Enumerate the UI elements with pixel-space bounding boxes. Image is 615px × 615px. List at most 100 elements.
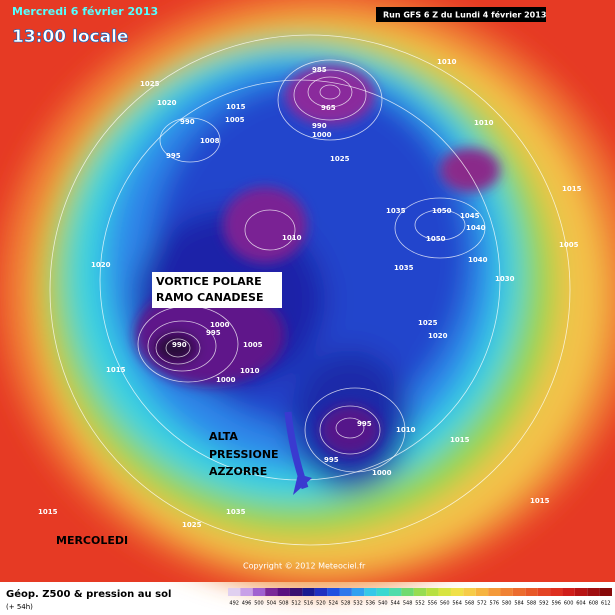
scale-label: 500	[254, 601, 264, 607]
isobar-label: 1040	[468, 256, 488, 264]
isobar-label: 1015	[38, 508, 58, 516]
isobar-label: 1025	[418, 319, 438, 327]
scale-label: 596	[551, 601, 561, 607]
scale-label: 492	[229, 601, 239, 607]
isobar-label: 1005	[225, 116, 245, 124]
isobar-label: 995	[357, 420, 372, 428]
isobar-label: 1010	[240, 367, 260, 375]
isobar-label: 1050	[432, 207, 452, 215]
scale-label: 568	[465, 601, 475, 607]
scale-label: 552	[415, 601, 425, 607]
scale-label: 564	[452, 601, 462, 607]
isobar-label: 1040	[466, 224, 486, 232]
annotation: AZZORRE	[209, 465, 267, 478]
scale-swatch	[413, 588, 427, 596]
scale-label: 508	[279, 601, 289, 607]
scale-swatch	[500, 588, 513, 596]
isobar-label: 1000	[312, 131, 332, 139]
annotation: RAMO CANADESE	[156, 291, 264, 304]
isobar-label: 990	[180, 118, 195, 126]
scale-swatch	[327, 588, 340, 596]
vortex-box	[152, 272, 282, 308]
scale-swatch	[426, 588, 439, 596]
isobar-label: 1015	[450, 436, 470, 444]
isobar-label: 990	[172, 341, 187, 349]
annotation: PRESSIONE	[209, 448, 279, 461]
scale-swatch	[525, 588, 538, 596]
isobar-label: 1050	[426, 235, 446, 243]
isobar-label: 1000	[372, 469, 392, 477]
scale-label: 504	[267, 601, 277, 607]
scale-swatch	[252, 588, 266, 596]
isobar-label: 1025	[330, 155, 350, 163]
scale-label: 532	[353, 601, 363, 607]
scale-label: 556	[428, 601, 438, 607]
scale-swatch	[376, 588, 390, 596]
scale-swatch	[550, 588, 563, 596]
scale-label: 576	[490, 601, 500, 607]
arrow-head	[293, 474, 312, 495]
scale-swatch	[389, 588, 402, 596]
scale-label: 580	[502, 601, 512, 607]
isobar-label: 1035	[394, 264, 414, 272]
scale-swatch	[438, 588, 451, 596]
isobar-label: 1005	[243, 341, 263, 349]
isobar-label: 1015	[106, 366, 126, 374]
annotation: VORTICE POLARE	[156, 275, 262, 288]
isobar-label: 1035	[386, 207, 406, 215]
scale-swatch	[537, 588, 551, 596]
isobar-label: 1010	[474, 119, 494, 127]
scale-swatch	[314, 588, 328, 596]
scale-swatch	[364, 588, 377, 596]
scale-label: 608	[589, 601, 599, 607]
scale-swatch	[587, 588, 600, 596]
isobar-label: 990	[312, 122, 327, 130]
scale-swatch	[463, 588, 476, 596]
scale-swatch	[302, 588, 315, 596]
scale-label: 496	[242, 601, 252, 607]
scale-label: 560	[440, 601, 450, 607]
scale-swatch	[450, 588, 464, 596]
scale-label: 572	[477, 601, 487, 607]
scale-label: 512	[291, 601, 301, 607]
isobar-label: 1020	[428, 332, 448, 340]
scale-label: 540	[378, 601, 388, 607]
scale-swatch	[488, 588, 501, 596]
isobar-label: 1010	[437, 58, 457, 66]
annotation: MERCOLEDI	[56, 534, 128, 547]
scale-swatch	[289, 588, 303, 596]
scale-label: 520	[316, 601, 326, 607]
scale-label: 592	[539, 601, 549, 607]
scale-label: 524	[329, 601, 339, 607]
isobar-label: 1015	[226, 103, 246, 111]
scale-swatch	[351, 588, 365, 596]
footer-subtitle: (+ 54h)	[6, 603, 33, 611]
scale-swatch	[339, 588, 352, 596]
isobar-label: 1035	[226, 508, 246, 516]
scale-swatch	[401, 588, 414, 596]
isobar-label: 1025	[182, 521, 202, 529]
scale-swatch	[599, 588, 612, 596]
isobar-label: 1000	[210, 321, 230, 329]
scale-label: 604	[576, 601, 586, 607]
run: Run GFS 6 Z du Lundi 4 février 2013	[383, 10, 546, 20]
isobar-label: 985	[312, 66, 327, 74]
scale-label: 516	[304, 601, 314, 607]
scale-swatch	[228, 588, 241, 596]
low-cores	[135, 65, 500, 455]
isobar-label: 1010	[396, 426, 416, 434]
isobar-label: 1020	[91, 261, 111, 269]
scale-label: 528	[341, 601, 351, 607]
annotation: ALTA	[209, 430, 238, 443]
scale-swatch	[475, 588, 489, 596]
time: 13:00 locale	[12, 27, 128, 47]
scale-swatch	[277, 588, 290, 596]
footer-title: Géop. Z500 & pression au sol	[6, 588, 171, 600]
isobar-label: 995	[324, 456, 339, 464]
isobar-label: 1005	[559, 241, 579, 249]
scale-label: 588	[527, 601, 537, 607]
isobar-label: 1030	[495, 275, 515, 283]
isobar-label: 995	[166, 152, 181, 160]
